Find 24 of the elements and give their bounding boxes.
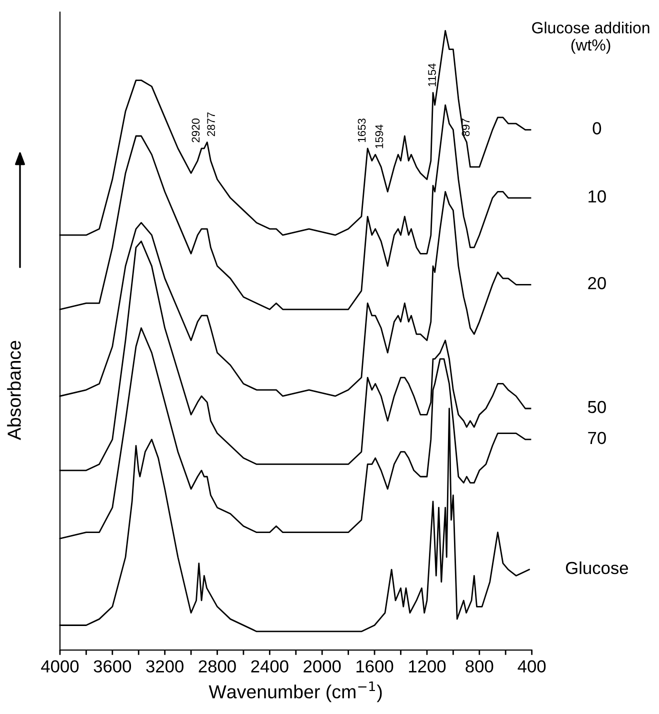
text: 10 [588,190,606,203]
annotation: 1653 [358,118,366,142]
legend-title: Glucose addition (wt%) [532,22,650,54]
x-tick-label: 4000 [41,660,79,672]
annotation: 2877 [207,112,215,136]
annotation: 1154 [428,64,436,86]
text: 20 [588,277,606,290]
y-axis-title: Absorbance [7,340,21,440]
annotation: 2920 [192,118,200,142]
x-tick-label: 3600 [94,660,132,672]
x-tick-label: 2400 [251,660,288,672]
x-tick-label: 2000 [304,660,341,672]
text: 0 [592,122,602,134]
x-tick-label: 800 [466,660,494,672]
annotation: 1594 [375,124,384,148]
x-axis-title: Wavenumber (cm$^{−1}$) [208,681,382,702]
x-tick-label: 1600 [356,660,394,672]
x-tick-label: 1200 [408,660,446,672]
x-tick-label: 2800 [198,660,236,672]
x-tick-label: 400 [518,660,546,672]
text: Glucose [566,561,628,574]
text: 50 [588,400,606,414]
x-tick-label: 3200 [146,660,184,672]
text: 70 [588,432,606,444]
